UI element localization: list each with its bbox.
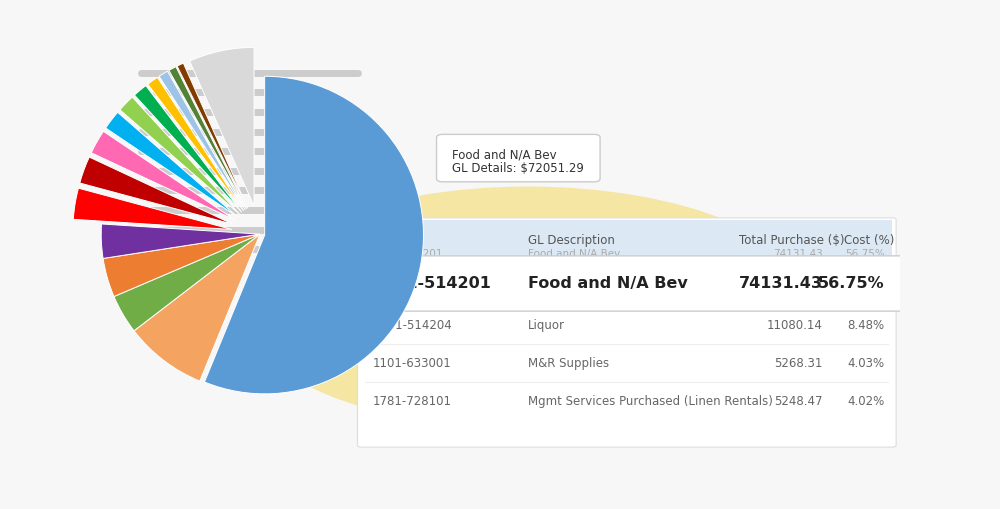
Text: 5248.47: 5248.47 (774, 394, 822, 408)
FancyBboxPatch shape (361, 220, 892, 261)
Wedge shape (120, 97, 240, 214)
Text: 5268.31: 5268.31 (774, 357, 822, 370)
Text: 56.75%: 56.75% (845, 249, 885, 259)
Text: Food and N/A Bev: Food and N/A Bev (452, 149, 557, 161)
Wedge shape (159, 71, 245, 210)
Text: 0001-514201: 0001-514201 (373, 249, 442, 259)
Text: 0001-514201: 0001-514201 (373, 276, 491, 291)
Text: 1101-633001: 1101-633001 (373, 357, 452, 370)
Text: Food and N/A Bev: Food and N/A Bev (528, 276, 688, 291)
Text: 74131.43: 74131.43 (738, 276, 822, 291)
Text: 74131.43: 74131.43 (773, 249, 822, 259)
Wedge shape (106, 112, 237, 217)
Text: 4.02%: 4.02% (847, 394, 885, 408)
Text: Liquor: Liquor (528, 319, 565, 331)
Wedge shape (101, 224, 260, 259)
Text: 0001-514204: 0001-514204 (373, 319, 452, 331)
Wedge shape (80, 157, 233, 224)
Text: 11080.14: 11080.14 (767, 319, 822, 331)
Wedge shape (169, 67, 247, 209)
Text: 56.75%: 56.75% (818, 276, 885, 291)
Text: GL Details: $72051.29: GL Details: $72051.29 (452, 162, 584, 175)
Wedge shape (134, 234, 260, 381)
FancyBboxPatch shape (323, 256, 931, 311)
Text: Food and N/A Bev: Food and N/A Bev (528, 249, 620, 259)
Text: 1781-728101: 1781-728101 (373, 394, 452, 408)
Wedge shape (148, 77, 244, 211)
Wedge shape (73, 188, 232, 230)
Text: Total Purchase ($): Total Purchase ($) (739, 234, 844, 247)
Wedge shape (103, 234, 260, 297)
Text: GL Description: GL Description (528, 234, 615, 247)
Wedge shape (91, 131, 235, 220)
Ellipse shape (241, 186, 815, 430)
Wedge shape (114, 234, 260, 331)
Text: Cost (%): Cost (%) (844, 234, 894, 247)
Text: 4.03%: 4.03% (847, 357, 885, 370)
FancyBboxPatch shape (437, 134, 600, 182)
FancyBboxPatch shape (358, 218, 896, 447)
Text: 8.48%: 8.48% (847, 319, 885, 331)
Text: Mgmt Services Purchased (Linen Rentals): Mgmt Services Purchased (Linen Rentals) (528, 394, 773, 408)
Wedge shape (177, 63, 248, 208)
Wedge shape (204, 76, 423, 394)
Text: M&R Supplies: M&R Supplies (528, 357, 609, 370)
Wedge shape (134, 86, 242, 212)
Wedge shape (190, 47, 254, 206)
